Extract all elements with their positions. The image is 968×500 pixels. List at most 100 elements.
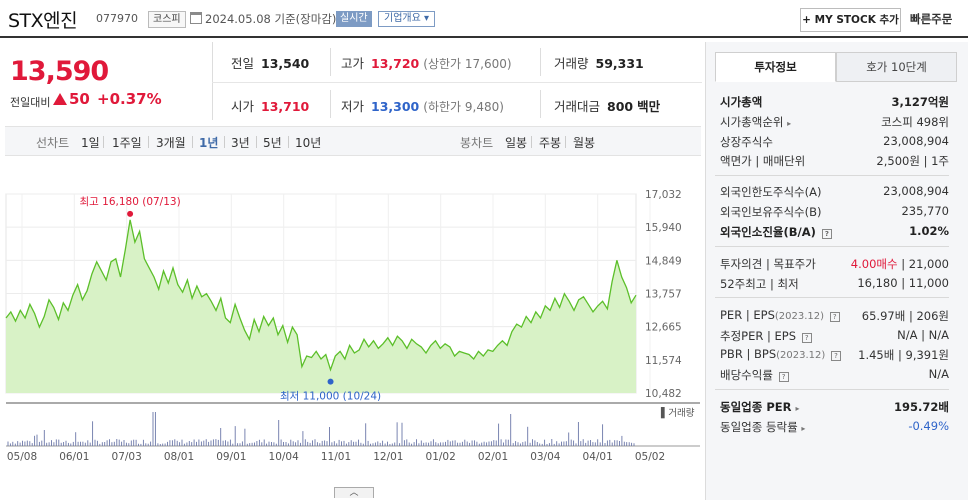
price-line (5, 219, 637, 372)
help-icon[interactable]: ? (829, 312, 840, 322)
week52-row: 52주최고 | 최저 16,180 | 11,000 (720, 276, 949, 291)
realtime-badge[interactable]: 실시간 (336, 11, 372, 27)
high-annotation: 최고 16,180 (07/13) (79, 196, 180, 208)
divider (540, 90, 541, 118)
divider (330, 48, 331, 76)
line-chart-label: 선차트 (36, 136, 70, 150)
x-tick-label: 05/08 (7, 451, 37, 463)
low-price: 저가 13,300 (하한가 9,480) (341, 99, 504, 114)
x-tick-label: 12/01 (373, 451, 403, 463)
divider (715, 389, 949, 390)
stock-code: 077970 (96, 12, 138, 25)
help-icon[interactable]: ? (821, 229, 832, 239)
y-tick-label: 14,849 (645, 255, 682, 267)
quick-order-link[interactable]: 빠른주문 (910, 12, 953, 26)
y-tick-label: 17,032 (645, 189, 682, 201)
candle-monthly[interactable]: 월봉 (573, 136, 596, 150)
divider (288, 136, 289, 148)
period-5y[interactable]: 5년 (263, 136, 282, 150)
period-3m[interactable]: 3개월 (156, 136, 186, 150)
x-tick-label: 06/01 (59, 451, 89, 463)
quote-date: 2024.05.08 기준(장마감) (205, 12, 337, 26)
high-price: 고가 13,720 (상한가 17,600) (341, 56, 512, 71)
chart-collapse-button[interactable]: ︿ (334, 487, 374, 498)
x-tick-label: 02/01 (478, 451, 508, 463)
diff-label: 전일대비 (10, 96, 51, 109)
candle-chart-label: 봉차트 (460, 136, 494, 150)
y-tick-label: 15,940 (645, 222, 682, 234)
period-1y[interactable]: 1년 (199, 136, 219, 150)
market-cap-rank-row[interactable]: 시가총액순위 ▸ 코스피 498위 (720, 115, 949, 129)
industry-per-row[interactable]: 동일업종 PER ▸ 195.72배 (720, 400, 949, 414)
divider (212, 42, 213, 120)
y-tick-label: 12,665 (645, 322, 682, 334)
divider (103, 136, 104, 148)
calendar-icon (190, 12, 202, 24)
x-tick-label: 01/02 (426, 451, 456, 463)
x-tick-label: 11/01 (321, 451, 351, 463)
trade-amount: 거래대금 800 백만 (554, 99, 661, 114)
foreign-hold-row: 외국인보유주식수(B) 235,770 (720, 204, 949, 219)
foreign-ratio-row: 외국인소진율(B/A) ? 1.02% (720, 224, 949, 239)
divider (531, 136, 532, 148)
candle-daily[interactable]: 일봉 (505, 136, 528, 150)
add-my-stock-button[interactable]: + MY STOCK 추가 (800, 8, 901, 32)
price-diff: 50 (53, 90, 90, 108)
divider (715, 246, 949, 247)
x-tick-label: 09/01 (216, 451, 246, 463)
period-1d[interactable]: 1일 (81, 136, 100, 150)
divider (256, 136, 257, 148)
period-10y[interactable]: 10년 (295, 136, 322, 150)
open-price: 시가 13,710 (231, 99, 310, 114)
help-icon[interactable]: ? (801, 333, 812, 343)
divider (330, 90, 331, 118)
up-triangle-icon (53, 93, 67, 105)
foreign-limit-row: 외국인한도주식수(A) 23,008,904 (720, 184, 949, 199)
divider (565, 136, 566, 148)
volume: 거래량 59,331 (554, 56, 644, 71)
divider (148, 136, 149, 148)
market-badge: 코스피 (148, 11, 186, 28)
period-3y[interactable]: 3년 (231, 136, 250, 150)
stock-header: STX엔진 077970 코스피 2024.05.08 기준(장마감) 실시간 … (0, 0, 968, 38)
current-price: 13,590 (10, 56, 109, 87)
investment-info-panel: 투자정보 호가 10단계 시가총액 3,127억원 시가총액순위 ▸ 코스피 498… (705, 42, 968, 500)
est-per-eps-row: 추정PER | EPS ? N/A | N/A (720, 328, 949, 343)
company-overview-dropdown[interactable]: 기업개요 ▾ (378, 11, 435, 27)
candle-weekly[interactable]: 주봉 (539, 136, 562, 150)
industry-change-row[interactable]: 동일업종 등락률 ▸ -0.49% (720, 419, 949, 434)
per-eps-row: PER | EPS(2023.12) ? 65.97배 | 206원 (720, 308, 949, 323)
high-marker (127, 210, 134, 217)
period-1w[interactable]: 1주일 (112, 136, 142, 150)
y-tick-label: 13,757 (645, 289, 682, 301)
pbr-bps-row: PBR | BPS(2023.12) ? 1.45배 | 9,391원 (720, 347, 949, 362)
y-tick-label: 11,574 (645, 355, 682, 367)
x-tick-label: 03/04 (530, 451, 561, 463)
info-tabs: 투자정보 호가 10단계 (715, 52, 958, 82)
divider (715, 175, 949, 176)
prev-close: 전일 13,540 (231, 56, 310, 71)
divider (212, 82, 702, 83)
period-selector: 선차트 1일 1주일 3개월 1년 3년 5년 10년 봉차트 일봉 주봉 월봉 (5, 126, 701, 156)
x-tick-label: 10/04 (269, 451, 300, 463)
price-change-percent: +0.37% (97, 90, 162, 108)
tab-investment-info[interactable]: 투자정보 (715, 52, 836, 82)
low-annotation: 최저 11,000 (10/24) (280, 391, 381, 403)
low-marker (327, 378, 334, 385)
price-chart[interactable]: 17,032 15,940 14,849 13,757 12,665 11,574 10,4… (0, 160, 700, 500)
divider (192, 136, 193, 148)
market-cap-row: 시가총액 3,127억원 (720, 95, 949, 109)
divider (540, 48, 541, 76)
x-tick-label: 05/02 (635, 451, 665, 463)
price-chart-svg[interactable]: 17,032 15,940 14,849 13,757 12,665 11,574 10,4… (0, 160, 700, 500)
help-icon[interactable]: ? (830, 351, 841, 361)
stock-name: STX엔진 (8, 10, 78, 32)
par-value-row: 액면가 | 매매단위 2,500원 | 1주 (720, 154, 949, 168)
volume-label: ▌거래량 (660, 407, 695, 419)
divider (224, 136, 225, 148)
x-tick-label: 07/03 (112, 451, 142, 463)
help-icon[interactable]: ? (778, 372, 789, 382)
tab-order-book[interactable]: 호가 10단계 (836, 52, 957, 82)
x-tick-label: 08/01 (164, 451, 194, 463)
opinion-row: 투자의견 | 목표주가 4.00매수 | 21,000 (720, 257, 949, 271)
